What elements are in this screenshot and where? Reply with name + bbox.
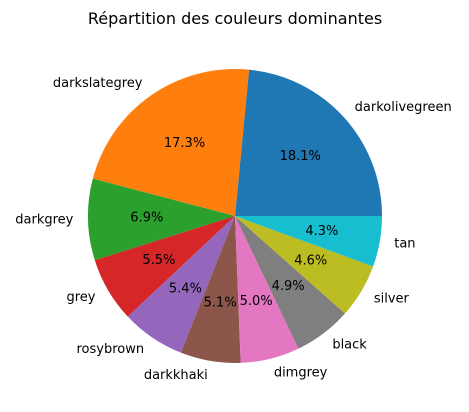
pie-labels: darkolivegreen 18.1% darkslategrey 17.3% dar… [15,76,451,383]
slice-percent-tan: 4.3% [305,224,338,239]
slice-percent-silver: 4.6% [294,254,327,269]
pie-slice-silver [235,216,374,314]
slice-percent-black: 4.9% [272,279,305,294]
pie-slice-darkkhaki [180,216,241,364]
pie-slice-darkgrey [87,178,235,261]
slice-label-tan: tan [394,237,415,252]
slice-label-black: black [332,338,367,353]
slice-label-silver: silver [374,291,410,306]
pie-slice-darkolivegreen [235,69,382,216]
pie-slice-grey [94,216,235,317]
slice-percent-rosybrown: 5.4% [169,281,202,296]
pie-slice-tan [235,216,382,267]
slice-label-darkgrey: darkgrey [15,212,73,227]
slice-label-darkslategrey: darkslategrey [53,76,143,91]
slice-percent-grey: 5.5% [142,253,175,268]
slice-label-grey: grey [66,290,95,305]
slice-label-darkolivegreen: darkolivegreen [355,100,452,115]
slice-percent-darkolivegreen: 18.1% [280,149,321,164]
slice-percent-darkkhaki: 5.1% [204,295,237,310]
slice-label-darkkhaki: darkkhaki [144,368,208,383]
slice-label-rosybrown: rosybrown [76,342,144,357]
pie-slice-rosybrown [127,216,235,353]
slice-percent-darkslategrey: 17.3% [164,136,205,151]
pie-slices [87,69,382,364]
slice-percent-darkgrey: 6.9% [130,211,163,226]
pie-slice-dimgrey [235,216,299,363]
slice-label-dimgrey: dimgrey [274,365,328,380]
chart-title: Répartition des couleurs dominantes [88,9,382,28]
slice-percent-dimgrey: 5.0% [240,294,273,309]
pie-slice-black [235,216,346,349]
pie-slice-darkslategrey [92,69,250,216]
